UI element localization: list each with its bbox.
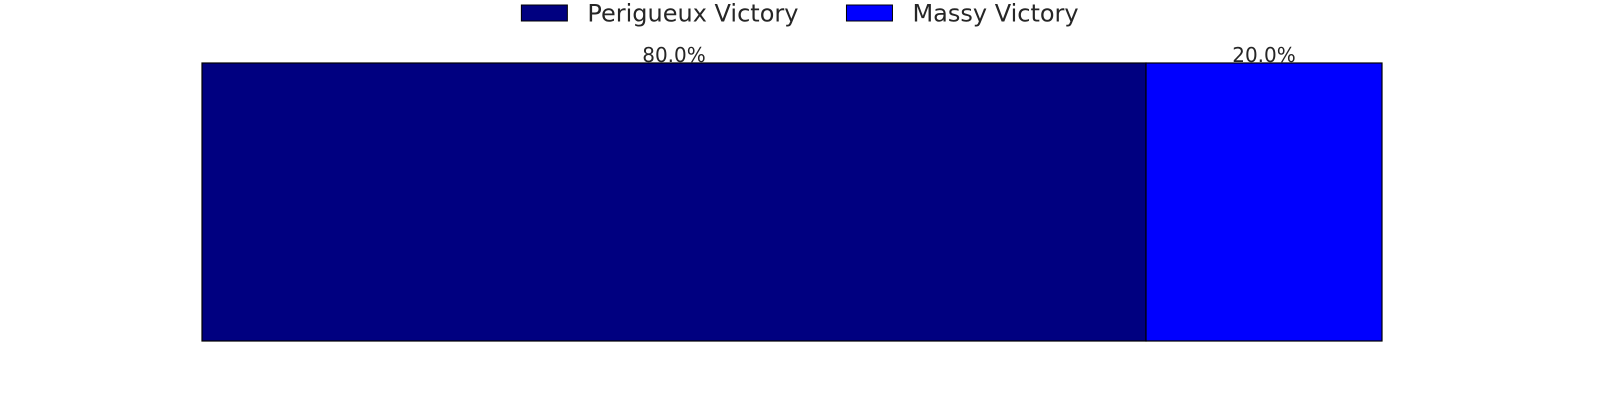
legend-swatch-perigueux-victory: [520, 4, 568, 22]
legend-item-perigueux-victory: Perigueux Victory: [520, 0, 798, 28]
bar-massy-victory: [1145, 62, 1383, 342]
data-label-massy-victory: 20.0%: [1232, 43, 1296, 67]
legend: Perigueux Victory Massy Victory: [520, 0, 1079, 28]
value-labels: 80.0% 20.0%: [642, 43, 1296, 67]
data-label-perigueux-victory: 80.0%: [642, 43, 706, 67]
legend-item-massy-victory: Massy Victory: [845, 0, 1079, 28]
bar-area: [201, 62, 1383, 342]
legend-label-perigueux-victory: Perigueux Victory: [587, 0, 798, 28]
bar-perigueux-victory: [201, 62, 1147, 342]
legend-swatch-massy-victory: [845, 4, 893, 22]
legend-label-massy-victory: Massy Victory: [912, 0, 1078, 28]
